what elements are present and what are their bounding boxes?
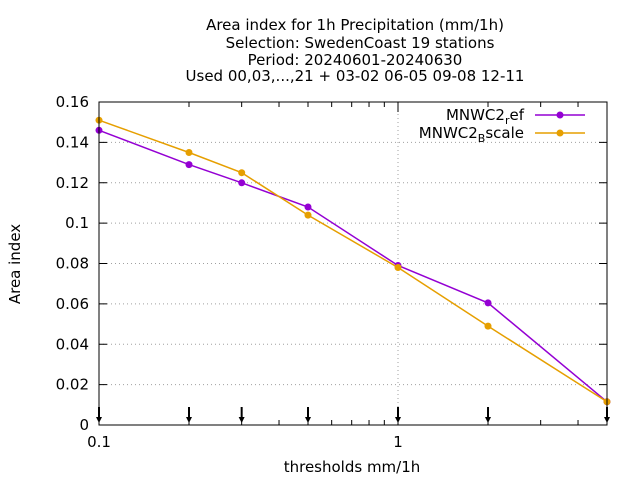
- y-tick-label: 0.14: [56, 133, 89, 151]
- x-tick-label: 0.1: [87, 433, 111, 451]
- title-line-1: Area index for 1h Precipitation (mm/1h): [206, 16, 504, 34]
- y-tick-label: 0.02: [56, 376, 89, 394]
- series-point-2: [238, 169, 246, 177]
- legend-label-1: MNWC2ref: [446, 106, 525, 127]
- threshold-marker-arrow: [395, 417, 402, 423]
- y-tick-label: 0.04: [56, 335, 89, 353]
- series-point-1: [304, 203, 312, 211]
- data-series: [95, 116, 611, 406]
- series-point-1: [484, 299, 492, 307]
- chart-title: Area index for 1h Precipitation (mm/1h) …: [186, 16, 525, 85]
- x-axis-label: thresholds mm/1h: [284, 458, 421, 476]
- series-point-2: [394, 264, 402, 271]
- x-axis-ticks: 0.1 1: [87, 102, 403, 451]
- x-minor-ticks: [188, 102, 579, 425]
- y-axis-ticks: 0 0.02 0.04 0.06 0.08 0.1 0.12 0.14 0.16: [56, 93, 607, 434]
- title-line-2: Selection: SwedenCoast 19 stations: [226, 34, 495, 52]
- y-tick-label: 0.06: [56, 295, 89, 313]
- y-axis-label: Area index: [6, 224, 24, 304]
- grid: [99, 102, 607, 425]
- y-tick-label: 0.08: [56, 255, 89, 273]
- title-line-4: Used 00,03,...,21 + 03-02 06-05 09-08 12…: [186, 67, 525, 85]
- legend-label-2: MNWC2Bscale: [419, 124, 524, 145]
- series-line-1: [98, 129, 608, 403]
- legend-point-1: [556, 111, 564, 119]
- series-line-2: [98, 119, 608, 403]
- y-tick-label: 0: [79, 416, 89, 434]
- threshold-marker-arrow: [304, 417, 311, 423]
- threshold-marker-arrow: [238, 417, 245, 423]
- series-point-1: [185, 161, 193, 169]
- x-tick-label: 1: [393, 433, 403, 451]
- bottom-threshold-markers: [96, 407, 610, 423]
- y-tick-label: 0.12: [56, 174, 89, 192]
- series-point-2: [185, 149, 193, 156]
- series-point-2: [304, 211, 312, 219]
- plot-frame: [98, 101, 608, 426]
- series-point-2: [484, 322, 492, 330]
- y-tick-label: 0.16: [56, 93, 89, 111]
- threshold-marker-arrow: [485, 417, 492, 423]
- y-tick-label: 0.1: [65, 214, 89, 232]
- series-point-1: [238, 179, 246, 187]
- threshold-marker-arrow: [186, 417, 193, 423]
- legend-point-2: [556, 129, 564, 137]
- title-line-3: Period: 20240601-20240630: [248, 51, 463, 69]
